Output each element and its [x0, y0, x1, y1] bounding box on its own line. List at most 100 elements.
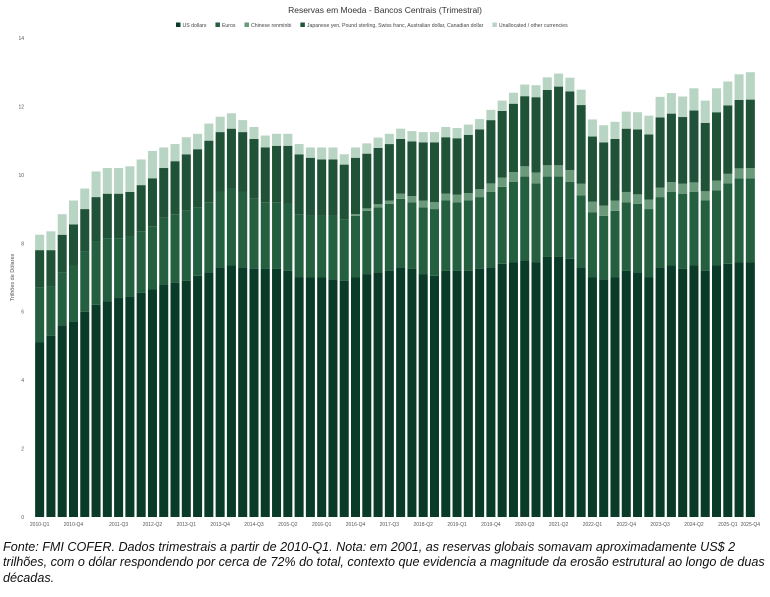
bar-segment-1 — [249, 198, 259, 269]
legend-label-1: Euros — [222, 23, 236, 29]
bar-segment-1 — [441, 200, 451, 271]
bar-segment-2 — [644, 199, 654, 210]
bar-segment-0 — [531, 262, 541, 517]
bar-segment-1 — [565, 181, 575, 259]
bar-segment-4 — [125, 166, 135, 192]
bar-segment-3 — [181, 154, 191, 211]
bar-segment-0 — [418, 274, 428, 517]
x-tick-label: 2023-Q3 — [650, 522, 670, 528]
bar-segment-4 — [576, 89, 586, 106]
bar-segment-4 — [283, 133, 293, 146]
bar-segment-2 — [666, 182, 676, 192]
bar-segment-0 — [305, 277, 315, 517]
bar-segment-0 — [272, 268, 282, 517]
bar-segment-4 — [452, 127, 462, 139]
bar-segment-1 — [576, 195, 586, 268]
bar-segment-3 — [745, 99, 755, 169]
bar-segment-4 — [136, 159, 146, 186]
bar-segment-3 — [610, 138, 620, 201]
bar-segment-1 — [689, 191, 699, 266]
bar-segment-2 — [351, 214, 361, 216]
legend-swatch-2 — [244, 22, 249, 27]
bar-segment-3 — [339, 164, 349, 220]
bar-segment-1 — [125, 236, 135, 297]
y-tick-label: 0 — [21, 515, 24, 521]
bar-segment-3 — [204, 140, 214, 203]
chart-area: Reservas em Moeda - Bancos Centrais (Tri… — [10, 5, 760, 528]
bar-segment-3 — [712, 112, 722, 181]
bar-segment-2 — [373, 204, 383, 208]
bar-segment-2 — [542, 165, 552, 177]
x-tick-label: 2013-Q4 — [210, 522, 230, 528]
bar-segment-2 — [362, 208, 372, 211]
y-axis-label: Trilhões de Dólares — [10, 254, 16, 302]
bar-segment-4 — [621, 111, 631, 129]
bar-segment-1 — [700, 200, 710, 271]
bar-segment-2 — [576, 183, 586, 196]
bar-segment-1 — [328, 215, 338, 280]
bar-segment-4 — [46, 231, 56, 251]
bar-segment-0 — [554, 256, 564, 517]
bar-segment-4 — [497, 100, 507, 111]
bar-segment-1 — [610, 210, 620, 278]
bar-segment-3 — [294, 154, 304, 215]
bar-segment-2 — [554, 165, 564, 177]
bar-segment-4 — [633, 112, 643, 130]
bar-segment-4 — [396, 128, 406, 139]
bar-segment-1 — [542, 176, 552, 257]
bar-segment-2 — [723, 173, 733, 184]
bar-segment-3 — [193, 149, 203, 208]
bar-segment-2 — [418, 200, 428, 208]
bar-segment-4 — [678, 96, 688, 118]
bar-segment-0 — [723, 263, 733, 517]
bar-segment-0 — [689, 265, 699, 517]
bar-segment-4 — [734, 74, 744, 100]
bar-segment-0 — [317, 277, 327, 517]
bar-segment-1 — [215, 191, 225, 268]
bar-segment-3 — [305, 157, 315, 216]
bar-segment-4 — [666, 93, 676, 114]
bar-segment-0 — [170, 282, 180, 517]
bar-segment-1 — [587, 212, 597, 278]
bar-segment-3 — [68, 224, 78, 266]
bar-segment-4 — [328, 147, 338, 160]
bar-segment-3 — [655, 117, 665, 188]
bar-segment-3 — [644, 134, 654, 200]
bar-segment-4 — [351, 147, 361, 158]
bar-segment-4 — [170, 144, 180, 162]
x-tick-label: 2017-Q3 — [380, 522, 400, 528]
bar-segment-4 — [429, 132, 439, 143]
bar-segment-0 — [407, 268, 417, 517]
bar-segment-4 — [475, 119, 485, 130]
bar-segment-1 — [317, 215, 327, 278]
x-tick-label: 2019-Q1 — [447, 522, 467, 528]
bar-segment-4 — [463, 124, 473, 135]
bar-segment-4 — [80, 188, 90, 210]
bar-segment-1 — [226, 188, 236, 266]
bar-segment-3 — [159, 168, 169, 218]
bar-segment-1 — [193, 207, 203, 276]
bar-segment-2 — [486, 183, 496, 192]
bar-segment-0 — [542, 256, 552, 517]
bar-segment-3 — [260, 147, 270, 203]
bar-segment-3 — [666, 113, 676, 183]
bar-segment-4 — [215, 116, 225, 133]
bar-segment-0 — [475, 268, 485, 517]
bar-segment-3 — [136, 185, 146, 232]
bar-segment-3 — [542, 90, 552, 166]
y-tick-label: 10 — [18, 173, 24, 179]
bar-segment-1 — [114, 238, 124, 299]
bar-segment-3 — [475, 129, 485, 190]
bar-segment-4 — [114, 168, 124, 194]
bar-segment-0 — [114, 298, 124, 517]
bar-segment-1 — [508, 181, 518, 263]
bar-segment-1 — [294, 214, 304, 278]
x-tick-label: 2022-Q1 — [583, 522, 603, 528]
bar-segment-2 — [497, 177, 507, 187]
bar-segment-3 — [689, 110, 699, 183]
bar-segment-0 — [666, 265, 676, 517]
bar-segment-0 — [46, 335, 56, 517]
bar-segment-4 — [644, 115, 654, 135]
bar-segment-1 — [520, 176, 530, 261]
bar-segment-1 — [655, 197, 665, 268]
